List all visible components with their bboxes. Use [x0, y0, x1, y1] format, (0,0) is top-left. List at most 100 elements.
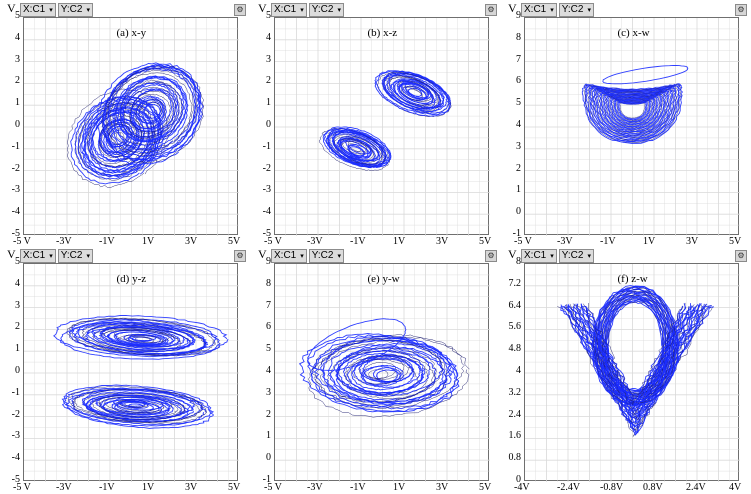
volt-unit-label: V: [7, 1, 16, 15]
chevron-down-icon: ▾: [300, 252, 304, 260]
x-channel-select[interactable]: X:C1 ▾: [271, 248, 307, 263]
x-tick-label: 1V: [142, 236, 155, 247]
trace-loop: [116, 399, 159, 412]
x-channel-select[interactable]: X:C1 ▾: [521, 248, 557, 263]
y-channel-select[interactable]: Y:C2 ▾: [308, 2, 344, 17]
y-tick-label: 3: [266, 53, 271, 65]
x-channel-select[interactable]: X:C1 ▾: [20, 248, 56, 263]
chevron-down-icon: ▾: [300, 6, 304, 14]
x-tick-label: 4V: [729, 482, 742, 493]
y-tick-label: 4: [266, 365, 271, 376]
y-tick-label: 0.8: [508, 452, 522, 464]
trace-loop: [602, 64, 689, 85]
trace-loop: [377, 72, 452, 118]
panel-title: (a) x-y: [116, 27, 147, 39]
trace-loop: [598, 92, 666, 133]
trace-loop: [129, 90, 174, 133]
y-channel-select[interactable]: Y:C2 ▾: [558, 2, 594, 17]
gear-icon[interactable]: ⚙: [735, 4, 747, 16]
plot-area: [23, 263, 239, 482]
x-channel-value: X:C1: [524, 250, 547, 261]
panel-title: (b) x-z: [367, 27, 398, 39]
y-tick-label: -1: [262, 474, 271, 485]
trace-loop: [53, 315, 229, 358]
scope-panel-5: V X:C1 ▾ Y:C2 ▾ ⚙ (e) y-w 9 8 7 6 5 4 3 2 1 0 -1 -5 V -3V -1…: [251, 247, 501, 494]
y-tick-label: 5: [266, 10, 271, 21]
phase-portrait: [525, 18, 740, 236]
scope-panel-2: V X:C1 ▾ Y:C2 ▾ ⚙ (b) x-z 5 4 3 2 1 0 -1 -2 -3 -4 -5 -5 V-…: [251, 1, 501, 248]
x-tick-label: -3V: [307, 236, 323, 247]
trace-loop: [587, 302, 684, 405]
y-tick-label: 8: [266, 277, 271, 289]
y-tick-label: 9: [516, 10, 521, 21]
trace-loop: [342, 352, 424, 394]
y-channel-value: Y:C2: [60, 4, 83, 15]
y-tick-label: 6.4: [508, 299, 522, 311]
x-tick-label: -0.8V: [600, 482, 624, 493]
gear-icon[interactable]: ⚙: [234, 4, 246, 16]
y-tick-label: 5: [15, 256, 20, 267]
y-tick-label: 6: [516, 75, 521, 87]
x-channel-select[interactable]: X:C1 ▾: [20, 2, 56, 17]
x-tick-label: -1V: [350, 482, 366, 493]
y-channel-select[interactable]: Y:C2 ▾: [308, 248, 344, 263]
trace-loop: [102, 64, 201, 162]
trace-loop: [344, 354, 430, 397]
y-channel-select[interactable]: Y:C2 ▾: [558, 248, 594, 263]
x-tick-label: 3V: [185, 236, 198, 247]
trace-loop: [113, 402, 155, 413]
trace-loop: [340, 140, 369, 159]
gear-icon[interactable]: ⚙: [485, 250, 497, 262]
trace-loop: [112, 75, 187, 147]
x-tick-label: -5 V: [264, 236, 282, 247]
x-tick-label: 3V: [436, 236, 449, 247]
chevron-down-icon: ▾: [49, 6, 53, 14]
trace-loop: [587, 86, 678, 141]
panel-title: (e) y-w: [367, 273, 400, 285]
trace-loop: [595, 90, 670, 136]
y-channel-select[interactable]: Y:C2 ▾: [57, 2, 93, 17]
y-tick-label: 2: [266, 75, 271, 87]
trace-loop: [61, 387, 215, 429]
x-tick-label: 3V: [185, 482, 198, 493]
y-channel-value: Y:C2: [561, 250, 584, 261]
trace-loop: [584, 84, 681, 143]
plot-area: [524, 263, 740, 482]
y-tick-label: -2: [262, 162, 271, 174]
volt-unit-label: V: [508, 1, 517, 15]
trace-loop: [322, 128, 389, 169]
y-tick-label: 3: [15, 299, 20, 311]
channel-toolbar: X:C1 ▾ Y:C2 ▾: [271, 2, 346, 17]
y-tick-label: 5.6: [508, 321, 522, 333]
trace-loop: [84, 325, 197, 353]
x-channel-select[interactable]: X:C1 ▾: [271, 2, 307, 17]
chevron-down-icon: ▾: [49, 252, 53, 260]
y-channel-select[interactable]: Y:C2 ▾: [57, 248, 93, 263]
y-tick-label: 0: [516, 474, 521, 485]
y-tick-label: 5: [516, 97, 521, 109]
y-tick-label: 7: [516, 53, 521, 65]
phase-portrait: [275, 18, 490, 236]
trace-loop: [111, 400, 163, 416]
trace-loop: [591, 88, 674, 138]
gear-icon[interactable]: ⚙: [735, 250, 747, 262]
y-channel-value: Y:C2: [60, 250, 83, 261]
y-tick-label: 3: [516, 140, 521, 152]
x-tick-label: -1V: [99, 482, 115, 493]
trace-loop: [310, 337, 453, 408]
y-channel-value: Y:C2: [311, 250, 334, 261]
y-tick-label: -4: [262, 206, 271, 218]
x-channel-value: X:C1: [23, 250, 46, 261]
channel-toolbar: X:C1 ▾ Y:C2 ▾: [20, 2, 95, 17]
gear-icon[interactable]: ⚙: [234, 250, 246, 262]
trace-loop: [71, 388, 204, 423]
x-channel-select[interactable]: X:C1 ▾: [521, 2, 557, 17]
trace-loop: [562, 303, 708, 430]
y-tick-label: -4: [11, 206, 20, 218]
y-tick-label: 0: [266, 452, 271, 464]
trace-loop: [130, 89, 173, 130]
trace-loop: [600, 92, 665, 132]
trace-loop: [106, 329, 176, 347]
plot-area: [274, 17, 490, 236]
gear-icon[interactable]: ⚙: [485, 4, 497, 16]
